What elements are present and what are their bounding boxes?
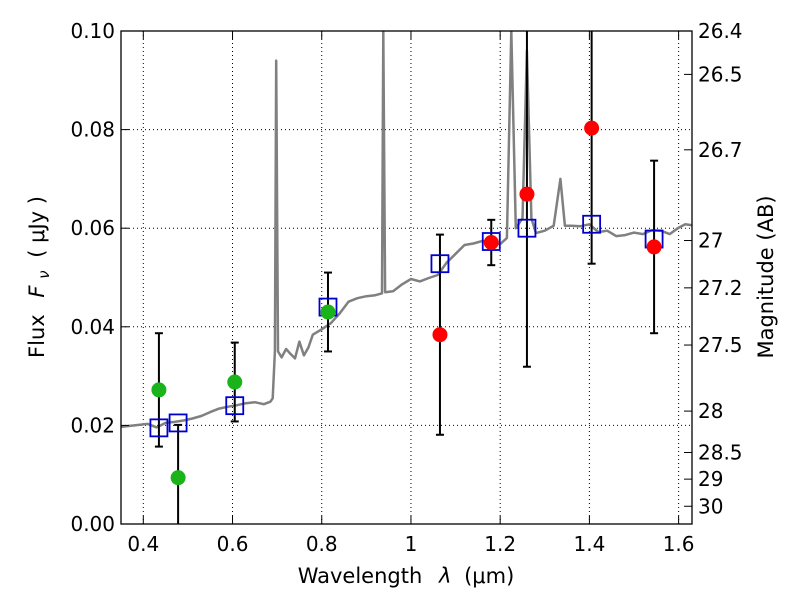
low-significance-dot (483, 234, 499, 250)
y2-tick-label: 28.5 (698, 441, 743, 465)
x-tick-label: 0.8 (306, 532, 338, 556)
x-axis-label-symbol: λ (438, 564, 451, 588)
x-tick-label: 0.4 (127, 532, 159, 556)
x-tick-label: 1.2 (484, 532, 516, 556)
model-photometry-square (225, 396, 245, 416)
y2-tick-label: 27 (698, 229, 723, 253)
detection-dot (151, 382, 167, 398)
y-axis-label-symbol: F (25, 285, 49, 298)
model-photometry-square (149, 418, 169, 438)
y2-tick-label: 27.2 (698, 276, 743, 300)
detection-dot (320, 304, 336, 320)
model-photometry-square (430, 254, 450, 274)
y-tick-label: 0.10 (70, 19, 115, 43)
x-axis-ticks: 0.4 0.6 0.8 1 1.2 1.4 1.6 (127, 31, 695, 556)
x-axis-label-prefix: Wavelength (298, 564, 423, 588)
model-photometry-square (517, 218, 537, 238)
y-tick-label: 0.02 (70, 413, 115, 437)
y2-tick-label: 29 (698, 467, 723, 491)
plot-background (121, 31, 692, 524)
x-axis-label: Wavelength λ (μm) (298, 564, 515, 588)
low-significance-dot (646, 239, 662, 255)
x-tick-label: 0.6 (217, 532, 249, 556)
low-significance-dot (519, 186, 535, 202)
y-tick-label: 0.08 (70, 118, 115, 142)
x-axis-label-unit: (μm) (464, 564, 514, 588)
low-significance-dot (432, 327, 448, 343)
model-photometry-square (481, 232, 501, 251)
y-axis-label: Flux F ν ( μJy ) (25, 196, 54, 358)
y-tick-label: 0.04 (70, 315, 115, 339)
model-spectrum-line (121, 31, 692, 429)
y2-axis-label: Magnitude (AB) (754, 195, 778, 358)
x-tick-label: 1.4 (573, 532, 605, 556)
x-tick-label: 1 (405, 532, 418, 556)
detection-dot (227, 374, 243, 390)
y2-tick-label: 26.4 (698, 19, 743, 43)
y2-tick-label: 30 (698, 494, 723, 518)
y2-tick-label: 27.5 (698, 333, 743, 357)
y2-tick-label: 28 (698, 399, 723, 423)
y2-tick-label: 26.5 (698, 62, 743, 86)
y2-axis-ticks: 26.4 26.5 26.7 27 27.2 27.5 28 28.529 30 (684, 19, 743, 518)
y-tick-label: 0.00 (70, 512, 115, 536)
y2-tick-label: 26.7 (698, 138, 743, 162)
y-axis-ticks: 0.00 0.02 0.04 0.06 0.08 0.10 (70, 19, 129, 536)
low-significance-dot (584, 120, 600, 136)
y-tick-label: 0.06 (70, 216, 115, 240)
model-photometry-square (582, 214, 602, 234)
detection-dot (170, 470, 186, 486)
observed-photometry-dots (151, 120, 662, 486)
y-axis-label-subscript: ν (35, 270, 53, 278)
plot-area (121, 31, 692, 524)
y-axis-label-prefix: Flux (25, 314, 49, 358)
plot-frame (120, 30, 693, 525)
x-tick-label: 1.6 (663, 532, 695, 556)
y-axis-label-unit: ( μJy ) (25, 196, 49, 258)
model-photometry-square (168, 413, 188, 433)
